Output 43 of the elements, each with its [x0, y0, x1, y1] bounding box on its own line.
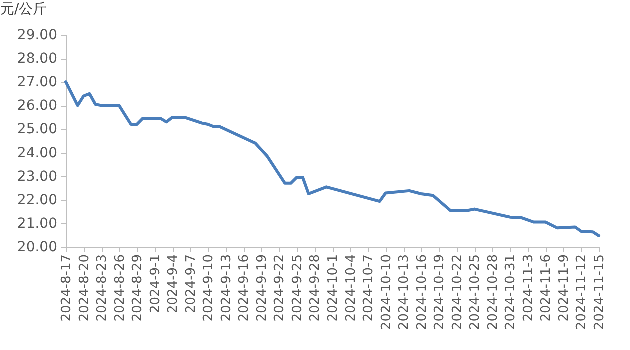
y-tick-label: 23.00: [17, 168, 58, 185]
x-tick-label: 2024-8-20: [77, 254, 92, 322]
x-tick-label: 2024-11-3: [521, 254, 536, 322]
x-tick-label: 2024-10-1: [326, 254, 341, 322]
x-tick-label: 2024-10-10: [379, 254, 394, 330]
y-tick-label: 27.00: [17, 74, 58, 91]
x-tick-label: 2024-8-26: [112, 254, 128, 322]
y-tick-label: 24.00: [17, 145, 58, 162]
x-tick-label: 2024-10-7: [362, 254, 377, 322]
x-tick-label: 2024-9-28: [308, 254, 324, 322]
x-tick-label: 2024-10-16: [414, 254, 430, 330]
x-tick-label: 2024-10-31: [504, 254, 519, 330]
x-tick-label: 2024-11-6: [539, 254, 554, 322]
y-tick-label: 29.00: [17, 28, 58, 44]
line-series: [64, 80, 600, 238]
x-tick-label: 2024-9-22: [272, 254, 288, 322]
x-tick-label: 2024-10-28: [486, 254, 501, 330]
x-tick-label: 2024-10-25: [468, 254, 484, 330]
x-tick-label: 2024-9-25: [290, 254, 306, 322]
x-tick-label: 2024-9-4: [166, 254, 182, 314]
x-tick-label: 2024-11-12: [574, 254, 590, 330]
x-tick-label: 2024-11-15: [592, 254, 608, 330]
y-axis-title: 元/公斤: [0, 2, 48, 18]
y-tick-label: 25.00: [17, 122, 58, 138]
x-tick-label: 2024-9-10: [202, 254, 217, 322]
x-tick-label: 2024-10-19: [432, 254, 448, 330]
y-tick-label: 20.00: [17, 240, 58, 256]
x-tick-label: 2024-9-19: [254, 254, 270, 322]
x-tick-label: 2024-10-13: [397, 254, 412, 330]
x-tick-label: 2024-9-7: [184, 254, 199, 314]
x-tick-label: 2024-11-9: [556, 254, 572, 322]
x-tick-label: 2024-9-13: [219, 254, 234, 322]
y-tick-label: 21.00: [17, 216, 58, 232]
x-tick-label: 2024-9-1: [148, 254, 164, 314]
x-tick-label: 2024-9-16: [237, 254, 252, 322]
y-tick-label: 28.00: [17, 51, 58, 68]
x-tick-label: 2024-10-4: [344, 254, 359, 322]
y-tick-label: 26.00: [17, 98, 58, 114]
y-tick-label: 22.00: [17, 192, 58, 208]
x-tick-label: 2024-8-17: [60, 254, 74, 322]
x-tick-label: 2024-8-29: [130, 254, 146, 322]
x-tick-label: 2024-8-23: [95, 254, 110, 322]
x-tick-label: 2024-10-22: [450, 254, 466, 330]
